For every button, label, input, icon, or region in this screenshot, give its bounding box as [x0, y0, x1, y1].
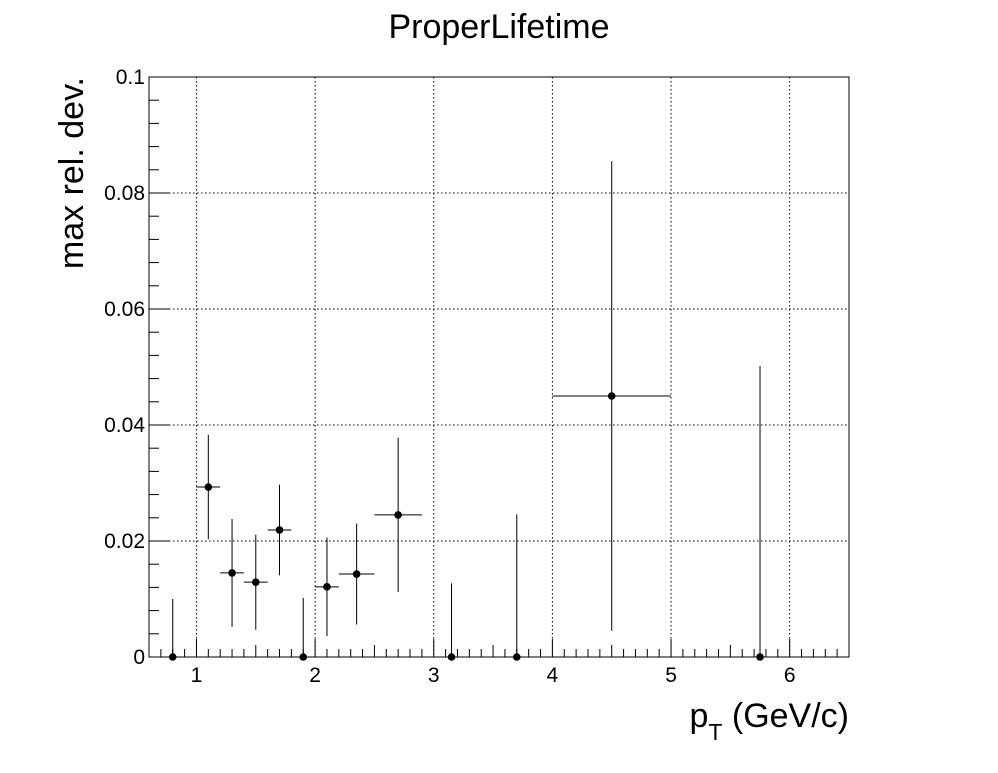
- data-point-group: [196, 434, 221, 540]
- plot-frame: [148, 76, 850, 658]
- data-point: [323, 583, 331, 591]
- data-point: [251, 578, 260, 586]
- x-tick-label: 5: [665, 664, 677, 687]
- x-axis-title-sub: T: [708, 719, 722, 745]
- data-point-group: [267, 484, 292, 576]
- data-point-group: [374, 437, 422, 593]
- data-point: [228, 569, 236, 577]
- data-point: [204, 483, 213, 491]
- data-point-group: [315, 537, 339, 637]
- data-point: [275, 526, 284, 534]
- y-tick-label: 0.08: [104, 182, 145, 205]
- data-point-group: [243, 534, 268, 630]
- data-point: [394, 511, 402, 519]
- y-tick-label: 0.04: [104, 414, 145, 437]
- data-point-group: [220, 518, 244, 627]
- data-layer: [168, 161, 764, 661]
- data-point-group: [512, 514, 521, 661]
- data-point: [607, 392, 616, 400]
- grid-layer: [149, 77, 849, 657]
- data-point-group: [168, 599, 177, 661]
- data-point-group: [299, 597, 308, 661]
- x-axis-title-unit: (GeV/c): [722, 697, 849, 735]
- chart-title: ProperLifetime: [388, 8, 609, 46]
- data-point: [352, 570, 361, 578]
- x-tick-label: 3: [428, 664, 440, 687]
- data-point-group: [338, 523, 375, 625]
- y-tick-label: 0.1: [116, 66, 145, 89]
- x-axis-title-main: p: [689, 697, 708, 735]
- data-point-group: [756, 365, 764, 661]
- x-tick-label: 2: [309, 664, 321, 687]
- y-tick-label: 0: [133, 646, 145, 669]
- y-tick-label: 0.02: [104, 530, 145, 553]
- x-tick-label: 6: [784, 664, 796, 687]
- label-layer: 1 2 3 4 5 6 0 0.02 0.04 0.06 0.08 0.1: [104, 66, 795, 687]
- y-tick-label: 0.06: [104, 298, 145, 321]
- data-point-group: [447, 583, 456, 661]
- tick-layer: [148, 76, 850, 658]
- x-tick-label: 1: [191, 664, 203, 687]
- x-axis-title: pT (GeV/c): [689, 697, 849, 745]
- x-tick-label: 4: [547, 664, 559, 687]
- y-axis-title: max rel. dev.: [53, 77, 91, 269]
- data-point-group: [552, 161, 672, 631]
